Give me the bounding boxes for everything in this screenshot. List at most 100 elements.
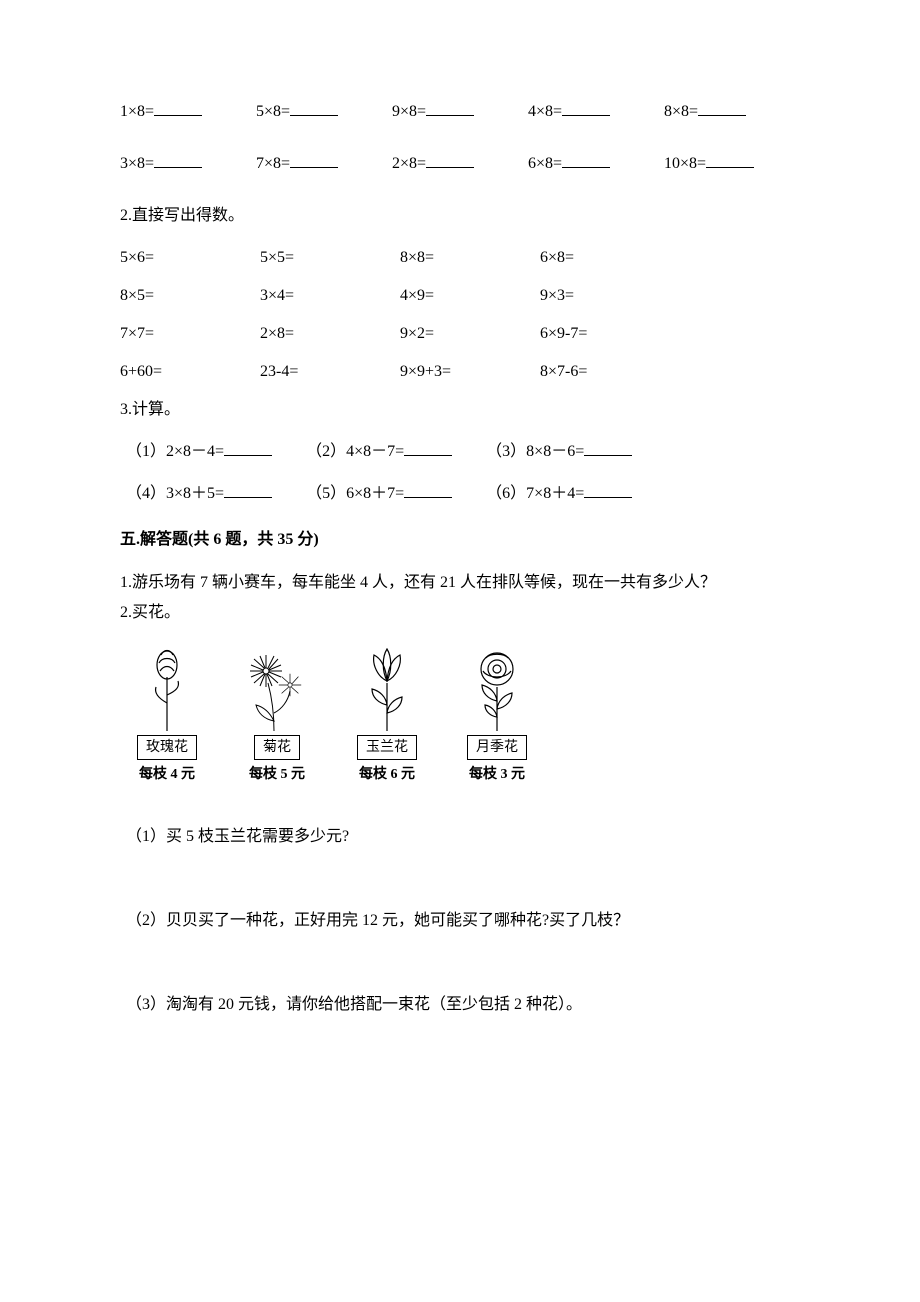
calc-num: （1） bbox=[126, 443, 166, 460]
calc-expr: 6×8＋7= bbox=[346, 485, 404, 502]
answer-blank[interactable] bbox=[562, 152, 610, 168]
expr: 4×8= bbox=[528, 100, 664, 124]
flower-chrysanthemum: 菊花 每枝 5 元 bbox=[236, 643, 318, 785]
flower-name: 菊花 bbox=[254, 735, 300, 760]
flower-price: 每枝 3 元 bbox=[469, 764, 525, 785]
section-2-title: 2.直接写出得数。 bbox=[120, 204, 800, 228]
answer-blank[interactable] bbox=[154, 100, 202, 116]
magnolia-icon bbox=[348, 643, 426, 733]
chrysanthemum-icon bbox=[238, 643, 316, 733]
expr: 6×8= bbox=[540, 246, 680, 270]
calc-item: （1）2×8－4= bbox=[126, 440, 272, 464]
question-1: 1.游乐场有 7 辆小赛车，每车能坐 4 人，还有 21 人在排队等候，现在一共… bbox=[120, 570, 800, 596]
expr: 8×7-6= bbox=[540, 360, 680, 384]
expr: 7×7= bbox=[120, 322, 260, 346]
flower-name: 玫瑰花 bbox=[137, 735, 197, 760]
expr: 3×4= bbox=[260, 284, 400, 308]
calc-item: （4）3×8＋5= bbox=[126, 482, 272, 506]
calc-num: （2） bbox=[306, 443, 346, 460]
section-5-heading: 五.解答题(共 6 题，共 35 分) bbox=[120, 528, 800, 552]
calc-expr: 3×8＋5= bbox=[166, 485, 224, 502]
flower-price: 每枝 6 元 bbox=[359, 764, 415, 785]
answer-blank[interactable] bbox=[562, 100, 610, 116]
calc-expr: 2×8－4= bbox=[166, 443, 224, 460]
expr: 5×8= bbox=[256, 100, 392, 124]
answer-blank[interactable] bbox=[290, 152, 338, 168]
expr: 8×5= bbox=[120, 284, 260, 308]
sub-question-2: （2）贝贝买了一种花，正好用完 12 元，她可能买了哪种花?买了几枝？ bbox=[126, 909, 800, 933]
calc-num: （5） bbox=[306, 485, 346, 502]
expr: 6×9-7= bbox=[540, 322, 680, 346]
expr: 9×2= bbox=[400, 322, 540, 346]
rose-icon bbox=[128, 643, 206, 733]
expr: 3×8= bbox=[120, 152, 256, 176]
answer-blank[interactable] bbox=[426, 100, 474, 116]
flower-name: 月季花 bbox=[467, 735, 527, 760]
answer-blank[interactable] bbox=[404, 482, 452, 498]
calc-num: （3） bbox=[486, 443, 526, 460]
question-2-title: 2.买花。 bbox=[120, 600, 800, 626]
expr-text: 1×8= bbox=[120, 103, 154, 120]
answer-blank[interactable] bbox=[584, 482, 632, 498]
answer-blank[interactable] bbox=[224, 440, 272, 456]
answer-blank[interactable] bbox=[154, 152, 202, 168]
expr: 7×8= bbox=[256, 152, 392, 176]
calc-expr: 8×8－6= bbox=[526, 443, 584, 460]
expr: 10×8= bbox=[664, 152, 800, 176]
sub-question-3: （3）淘淘有 20 元钱，请你给他搭配一束花（至少包括 2 种花）。 bbox=[126, 993, 800, 1017]
mult-row-1: 1×8= 5×8= 9×8= 4×8= 8×8= bbox=[120, 100, 800, 124]
expr-text: 4×8= bbox=[528, 103, 562, 120]
expr-text: 2×8= bbox=[392, 155, 426, 172]
expr: 5×6= bbox=[120, 246, 260, 270]
flower-rose: 玫瑰花 每枝 4 元 bbox=[126, 643, 208, 785]
flower-row: 玫瑰花 每枝 4 元 菊花 每枝 5 元 bbox=[126, 643, 800, 785]
expr: 5×5= bbox=[260, 246, 400, 270]
answer-blank[interactable] bbox=[224, 482, 272, 498]
calc-item: （6）7×8＋4= bbox=[486, 482, 632, 506]
flower-chinarose: 月季花 每枝 3 元 bbox=[456, 643, 538, 785]
expr: 4×9= bbox=[400, 284, 540, 308]
expr: 9×8= bbox=[392, 100, 528, 124]
expr: 23-4= bbox=[260, 360, 400, 384]
expr: 6×8= bbox=[528, 152, 664, 176]
answer-blank[interactable] bbox=[706, 152, 754, 168]
calc-row-1: （1）2×8－4= （2）4×8－7= （3）8×8－6= bbox=[120, 440, 800, 464]
mental-math-grid: 5×6= 5×5= 8×8= 6×8= 8×5= 3×4= 4×9= 9×3= … bbox=[120, 246, 800, 384]
expr: 9×9+3= bbox=[400, 360, 540, 384]
calc-expr: 7×8＋4= bbox=[526, 485, 584, 502]
expr: 9×3= bbox=[540, 284, 680, 308]
answer-blank[interactable] bbox=[290, 100, 338, 116]
calc-expr: 4×8－7= bbox=[346, 443, 404, 460]
expr-text: 6×8= bbox=[528, 155, 562, 172]
calc-item: （3）8×8－6= bbox=[486, 440, 632, 464]
flower-name: 玉兰花 bbox=[357, 735, 417, 760]
flower-price: 每枝 4 元 bbox=[139, 764, 195, 785]
expr-text: 3×8= bbox=[120, 155, 154, 172]
calc-item: （5）6×8＋7= bbox=[306, 482, 452, 506]
expr: 6+60= bbox=[120, 360, 260, 384]
expr: 2×8= bbox=[392, 152, 528, 176]
section-3-title: 3.计算。 bbox=[120, 398, 800, 422]
answer-blank[interactable] bbox=[426, 152, 474, 168]
chinarose-icon bbox=[458, 643, 536, 733]
calc-num: （4） bbox=[126, 485, 166, 502]
flower-price: 每枝 5 元 bbox=[249, 764, 305, 785]
expr-text: 10×8= bbox=[664, 155, 706, 172]
calc-num: （6） bbox=[486, 485, 526, 502]
calc-item: （2）4×8－7= bbox=[306, 440, 452, 464]
expr: 8×8= bbox=[664, 100, 800, 124]
expr-text: 9×8= bbox=[392, 103, 426, 120]
mult-row-2: 3×8= 7×8= 2×8= 6×8= 10×8= bbox=[120, 152, 800, 176]
expr-text: 5×8= bbox=[256, 103, 290, 120]
flower-magnolia: 玉兰花 每枝 6 元 bbox=[346, 643, 428, 785]
answer-blank[interactable] bbox=[698, 100, 746, 116]
sub-question-1: （1）买 5 枝玉兰花需要多少元? bbox=[126, 825, 800, 849]
calc-row-2: （4）3×8＋5= （5）6×8＋7= （6）7×8＋4= bbox=[120, 482, 800, 506]
expr: 8×8= bbox=[400, 246, 540, 270]
expr: 1×8= bbox=[120, 100, 256, 124]
answer-blank[interactable] bbox=[404, 440, 452, 456]
expr: 2×8= bbox=[260, 322, 400, 346]
expr-text: 8×8= bbox=[664, 103, 698, 120]
expr-text: 7×8= bbox=[256, 155, 290, 172]
answer-blank[interactable] bbox=[584, 440, 632, 456]
